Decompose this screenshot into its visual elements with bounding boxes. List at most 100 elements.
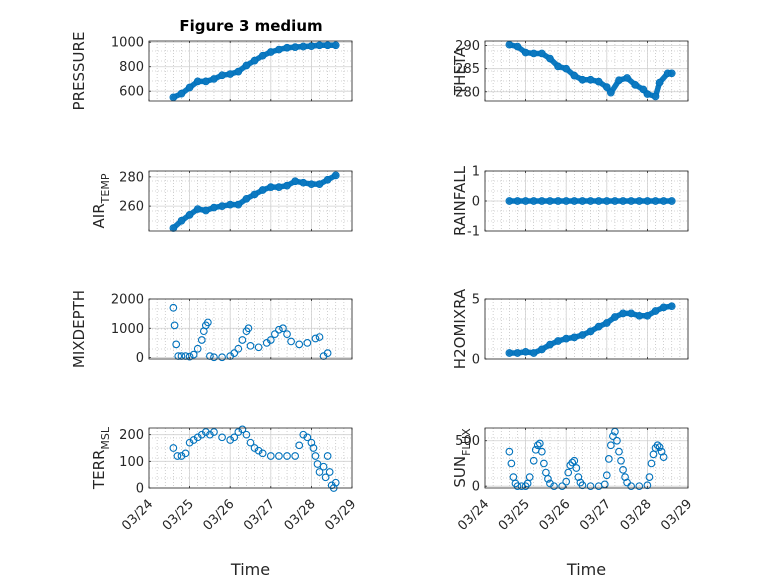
data-point (604, 455, 613, 463)
data-point (197, 336, 206, 344)
data-point (238, 336, 247, 344)
data-point (529, 456, 538, 465)
data-point (185, 438, 194, 447)
axes-frame (148, 40, 353, 102)
data-point (234, 428, 243, 436)
data-point (238, 425, 247, 434)
data-point (323, 349, 332, 357)
y-tick-label: 0 (472, 480, 480, 495)
x-tick-label: 03/28 (282, 497, 319, 534)
data-point (321, 473, 330, 482)
data-point (586, 482, 595, 491)
data-point (517, 482, 526, 491)
data-point (201, 428, 210, 436)
y-tick-label: 0 (472, 353, 480, 368)
data-point (309, 444, 318, 452)
data-point (645, 473, 654, 481)
data-point (315, 468, 324, 476)
data-point (659, 453, 668, 461)
data-point (505, 447, 514, 456)
y-axis-label-main: TERR (90, 450, 108, 491)
data-point (181, 449, 190, 458)
data-point (185, 352, 194, 361)
y-tick-label: 2000 (111, 293, 144, 308)
data-point (218, 353, 226, 362)
x-axis-label: Time (566, 560, 606, 579)
y-tick-label: 200 (119, 428, 144, 443)
data-point (177, 452, 186, 460)
y-axis-label: RAINFALL (451, 165, 469, 236)
data-point (537, 447, 546, 456)
y-tick-label: 285 (455, 62, 480, 77)
y-axis-label-main: THETA (451, 46, 469, 96)
y-tick-label: 260 (119, 200, 144, 215)
data-point (331, 478, 340, 487)
x-tick-label: 03/29 (322, 497, 359, 534)
y-axis-label-main: AIR (90, 203, 108, 228)
figure-title: Figure 3 medium (179, 17, 322, 35)
y-axis-label: THETA (451, 46, 469, 96)
y-axis-label-main: H2OMIXRA (451, 288, 469, 369)
data-point (230, 433, 239, 442)
axes-frame (148, 170, 353, 232)
series-trace (170, 42, 339, 101)
data-point (275, 452, 283, 460)
data-point (295, 441, 304, 450)
y-axis-label-main: RAINFALL (451, 165, 469, 236)
data-point (266, 452, 275, 460)
y-tick-label: -1 (467, 225, 480, 240)
x-axis-label: Time (230, 560, 270, 579)
data-point (311, 334, 320, 343)
y-axis-label-subscript: TEMP (99, 173, 112, 204)
y-tick-label: 0 (136, 482, 144, 497)
data-point (319, 462, 328, 471)
y-tick-label: 0 (472, 195, 480, 210)
series-trace (506, 41, 675, 100)
data-point (246, 438, 255, 447)
data-point (169, 444, 178, 452)
data-point (218, 433, 226, 442)
subplot-pressure: 600 800 1000 PRESSURE (70, 32, 353, 111)
data-point (258, 449, 267, 458)
y-axis-label-main: SUN (451, 456, 469, 488)
data-point (193, 344, 202, 353)
y-axis-label: AIRTEMP (90, 173, 112, 228)
series-trace (170, 172, 339, 231)
y-axis-label: PRESSURE (70, 32, 88, 111)
data-point (613, 436, 621, 445)
data-point (615, 447, 623, 456)
y-tick-label: 100 (119, 455, 144, 470)
x-tick-label: 03/25 (496, 497, 533, 534)
y-tick-label: 280 (119, 170, 144, 185)
data-point (607, 441, 615, 450)
data-point (647, 459, 656, 468)
data-point (315, 333, 324, 341)
data-point (562, 477, 571, 486)
data-point (540, 459, 548, 468)
data-point (568, 458, 577, 467)
data-point (325, 468, 334, 476)
data-point (244, 324, 253, 333)
data-point (170, 321, 179, 330)
x-tick-label: 03/26 (200, 497, 237, 534)
data-point (283, 330, 291, 338)
y-tick-label: 1000 (111, 36, 144, 51)
data-point (283, 452, 291, 460)
data-point (313, 460, 322, 468)
y-tick-label: 5 (472, 293, 480, 308)
x-tick-label: 03/29 (658, 497, 695, 534)
x-tick-label: 03/25 (160, 497, 197, 534)
data-point (173, 452, 182, 460)
axes-frame (484, 298, 689, 360)
data-point (635, 482, 644, 491)
data-point (619, 465, 627, 474)
x-tick-label: 03/27 (241, 497, 278, 534)
y-tick-label: 1 (472, 165, 480, 180)
data-point (169, 303, 178, 312)
data-point (271, 330, 279, 338)
